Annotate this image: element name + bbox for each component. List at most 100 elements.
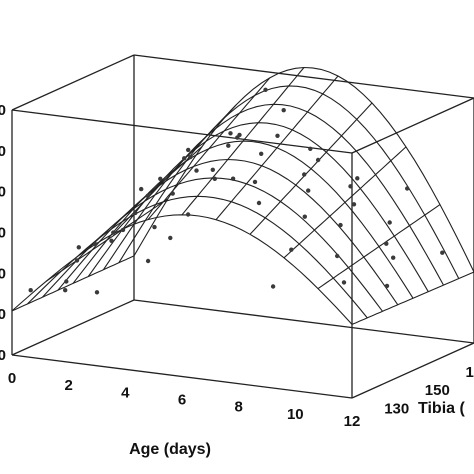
mesh-line-tibia (317, 204, 441, 290)
data-point (306, 188, 311, 193)
data-point (302, 172, 307, 177)
data-point (186, 147, 191, 153)
x-tick-label: 2 (65, 377, 73, 394)
data-point (168, 235, 173, 241)
data-point (275, 133, 280, 138)
data-point (120, 227, 126, 233)
data-point (170, 191, 175, 196)
z-tick-label: 0 (0, 143, 6, 160)
x-tick-label: 8 (235, 399, 243, 416)
z-tick-label: 0 (0, 184, 6, 201)
z-tick-label: 0 (0, 347, 6, 364)
data-point (440, 250, 445, 255)
y-tick-label: 150 (425, 382, 450, 399)
data-point (64, 279, 69, 284)
data-point (74, 258, 80, 263)
tick-labels: 0246810121301501700000000 (0, 102, 474, 430)
x-tick-label: 10 (287, 406, 304, 423)
mesh-line-tibia (113, 104, 237, 234)
data-point (139, 186, 144, 192)
data-point (302, 214, 307, 219)
data-point (341, 280, 347, 285)
data-point (263, 87, 268, 93)
frame-edge (133, 54, 474, 99)
data-point (111, 230, 116, 235)
data-point (145, 193, 150, 198)
data-point (355, 176, 360, 181)
x-axis-title: Age (days) (129, 441, 211, 458)
frame-edge (11, 354, 353, 399)
data-point (270, 284, 276, 289)
data-point (94, 290, 100, 295)
z-tick-label: 0 (0, 306, 6, 323)
mesh-line-age (26, 195, 368, 319)
data-point (185, 212, 191, 217)
x-tick-label: 6 (178, 392, 186, 409)
z-tick-label: 0 (0, 225, 6, 242)
data-point (308, 146, 313, 151)
data-points (28, 87, 445, 295)
data-point (338, 222, 343, 228)
data-point (212, 176, 217, 181)
mesh-line-tibia (11, 255, 135, 312)
data-point (194, 168, 199, 173)
data-point (145, 258, 151, 264)
data-point (405, 186, 410, 191)
data-point (76, 245, 82, 250)
data-point (152, 224, 157, 230)
data-point (210, 167, 215, 172)
y-axis-title: Tibia ( (418, 400, 465, 417)
mesh-line-age (57, 158, 399, 306)
data-point (228, 131, 233, 136)
data-point (158, 176, 163, 181)
data-point (226, 143, 231, 148)
frame-edge (133, 299, 474, 344)
frame-edge (351, 97, 474, 154)
y-tick-label: 170 (466, 364, 474, 381)
data-point (256, 200, 262, 206)
mesh-line-tibia (181, 67, 305, 216)
mesh-line-tibia (351, 271, 474, 325)
mesh-line-tibia (283, 146, 407, 259)
mesh-line-age (118, 85, 460, 279)
mesh-line-tibia (215, 75, 339, 221)
data-point (289, 247, 294, 252)
data-point (384, 241, 389, 246)
data-point (387, 220, 392, 225)
data-point (259, 151, 264, 156)
mesh-line-tibia (79, 146, 203, 256)
data-point (28, 288, 33, 293)
data-point (315, 157, 321, 163)
mesh-line-tibia (45, 198, 169, 282)
z-tick-label: 0 (0, 265, 6, 282)
data-point (348, 184, 353, 189)
data-point (252, 179, 258, 185)
data-point (235, 135, 240, 140)
data-point (335, 253, 340, 259)
frame-edge (11, 299, 135, 356)
data-point (391, 255, 396, 260)
mesh-line-tibia (249, 102, 373, 235)
x-tick-label: 0 (8, 370, 16, 387)
surface-mesh (11, 66, 474, 325)
data-point (384, 283, 390, 289)
data-point (230, 176, 236, 181)
data-point (281, 108, 286, 113)
data-point (188, 154, 193, 160)
bounding-box-frame (11, 54, 474, 399)
x-tick-label: 12 (344, 413, 361, 430)
x-tick-label: 4 (121, 384, 130, 401)
frame-edge (11, 109, 353, 154)
data-point (351, 202, 357, 207)
data-point (93, 241, 98, 247)
frame-edge (351, 342, 474, 399)
data-point (109, 238, 114, 243)
y-tick-label: 130 (384, 400, 409, 417)
data-point (182, 156, 187, 161)
mesh-line-tibia (147, 77, 271, 220)
frame-edge (11, 54, 135, 111)
data-point (133, 210, 138, 216)
z-tick-label: 0 (0, 102, 6, 119)
data-point (62, 288, 68, 293)
